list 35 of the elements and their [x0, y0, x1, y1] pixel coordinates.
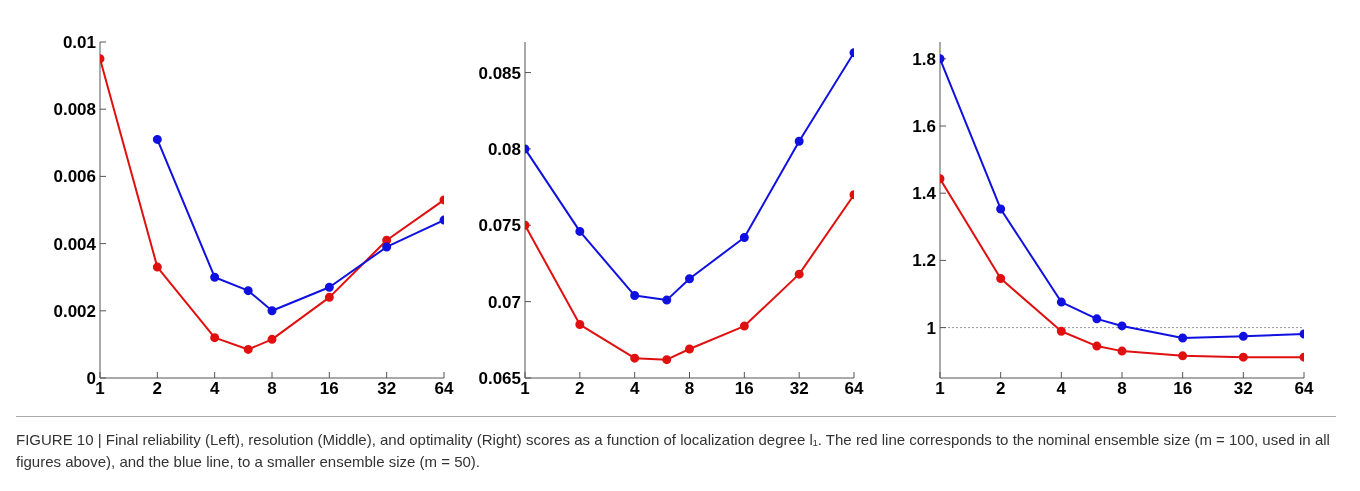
y-tick-label: 1.2 — [912, 251, 936, 271]
y-tick-label: 0.065 — [478, 369, 521, 389]
x-tick-label: 4 — [1056, 379, 1067, 399]
y-tick-label: 0.004 — [53, 234, 97, 254]
x-tick-label: 32 — [789, 379, 809, 399]
x-tick-label: 8 — [1117, 379, 1127, 399]
x-tick-label: 32 — [1233, 379, 1253, 399]
caption: FIGURE 10 | Final reliability (Left), resolution (Middle), and optimality (Right) scores as a function of localization degree l₁. The red line corresponds to the nominal ensemble size (m = 100, used in all figures above), and the blue line, to a smaller ensemble size (m = 50). — [16, 430, 1331, 472]
y-tick-label: 0.002 — [53, 301, 96, 321]
x-tick-label: 2 — [995, 379, 1006, 399]
x-tick-label: 32 — [377, 379, 397, 399]
y-tick-label: 1.8 — [912, 49, 936, 69]
x-tick-label: 16 — [319, 379, 339, 399]
y-tick-label: 0.08 — [487, 139, 521, 159]
x-tick-label: 64 — [434, 379, 454, 399]
y-tick-label: 1.4 — [912, 184, 937, 204]
x-tick-label: 4 — [209, 379, 220, 399]
x-tick-label: 64 — [844, 379, 864, 399]
x-tick-label: 16 — [734, 379, 754, 399]
x-tick-label: 2 — [152, 379, 163, 399]
y-tick-label: 1.6 — [912, 117, 936, 137]
y-tick-label: 1 — [926, 318, 936, 338]
y-tick-label: 0.075 — [478, 216, 521, 236]
x-tick-label: 64 — [1294, 379, 1314, 399]
y-tick-label: 0.085 — [478, 63, 521, 83]
x-tick-label: 4 — [629, 379, 640, 399]
x-tick-label: 2 — [575, 379, 585, 399]
y-tick-label: 0 — [86, 369, 96, 389]
x-tick-label: 8 — [267, 379, 277, 399]
y-tick-label: 0.008 — [53, 100, 96, 120]
x-tick-label: 8 — [684, 379, 695, 399]
y-tick-label: 0.07 — [487, 292, 521, 312]
y-tick-label: 0.006 — [53, 167, 96, 187]
x-tick-label: 16 — [1173, 379, 1193, 399]
y-tick-label: 0.01 — [62, 33, 96, 53]
